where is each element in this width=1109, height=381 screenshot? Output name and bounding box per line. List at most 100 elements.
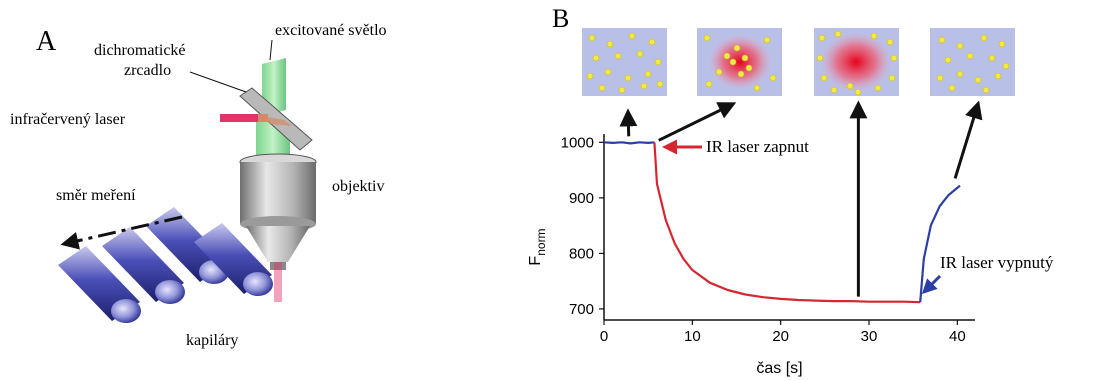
particle (656, 80, 664, 88)
label-dichroic-line2: zrcadlo (124, 62, 171, 79)
particle (948, 84, 956, 92)
panel-a-label: A (36, 26, 57, 57)
particle (640, 82, 648, 90)
particle (854, 88, 862, 96)
series-line-1 (603, 141, 655, 145)
y-axis-label-sub: norm (534, 228, 548, 255)
particle (763, 36, 771, 44)
chart-ticks: 0 10 20 30 40 700 800 900 1000 (561, 134, 966, 345)
particle (834, 30, 842, 38)
label-dichroic-line1: dichromatické (94, 42, 186, 59)
y-axis-label-main: F (527, 256, 544, 266)
particle (874, 84, 882, 92)
particle (956, 42, 964, 50)
particle (723, 52, 731, 60)
particle (705, 80, 713, 88)
measure-direction-arrow (60, 215, 183, 250)
particle (870, 32, 878, 40)
y-tick-label: 900 (569, 190, 594, 207)
particle (980, 34, 988, 42)
particle (886, 38, 894, 46)
x-tick-label: 40 (949, 328, 966, 345)
particle (769, 74, 777, 82)
snapshot-laser-on (697, 28, 782, 96)
panel-a: A (10, 22, 387, 349)
capillaries-array (58, 207, 273, 323)
chart-axes (603, 134, 975, 321)
snapshot-arrows (619, 100, 983, 297)
particle (737, 70, 745, 78)
particle (1002, 62, 1010, 70)
y-tick-label: 700 (569, 301, 594, 318)
y-tick-label: 1000 (561, 134, 594, 151)
particle (703, 34, 711, 42)
particle (733, 44, 741, 52)
particle (604, 68, 612, 76)
label-excitation-light: excitované světlo (275, 22, 387, 39)
particle (745, 64, 753, 72)
particle (966, 52, 974, 60)
particle (936, 74, 944, 82)
particle (741, 54, 749, 62)
capillary-4 (194, 223, 273, 296)
x-tick-label: 20 (772, 328, 789, 345)
particle (890, 54, 898, 62)
snapshot-steady-state (814, 28, 899, 96)
x-tick-label: 0 (600, 328, 608, 345)
series-line-3 (919, 184, 961, 303)
particle (998, 40, 1006, 48)
particle (994, 72, 1002, 80)
x-tick-label: 10 (684, 328, 701, 345)
annotation-laser-on: IR laser zapnut (706, 137, 809, 156)
label-objective: objektiv (332, 178, 384, 195)
particle (654, 58, 662, 66)
particle (846, 82, 854, 90)
particle (818, 34, 826, 42)
particle (618, 86, 626, 94)
particle (614, 52, 622, 60)
panel-b-label: B (552, 4, 569, 33)
particle (753, 84, 761, 92)
particle (982, 86, 990, 94)
series-line-2 (653, 142, 921, 304)
particle (715, 68, 723, 76)
capillary-2 (102, 227, 185, 304)
annotation-laser-off-arrow (921, 274, 942, 295)
leader-excitation (269, 39, 273, 61)
objective-lens (239, 153, 317, 302)
y-axis-label: Fnorm (527, 228, 548, 265)
arrow-to-snapshot-laser-on (658, 102, 737, 142)
particle (644, 70, 652, 78)
y-tick-label: 800 (569, 245, 594, 262)
x-axis-label: čas [s] (756, 360, 802, 377)
particle (592, 54, 600, 62)
annotation-laser-off: IR laser vypnutý (940, 253, 1054, 272)
particle (624, 74, 632, 82)
snapshot-before (582, 28, 667, 96)
particle (648, 38, 656, 46)
particle (830, 86, 838, 94)
arrow-to-snapshot-before (619, 108, 638, 137)
particle (606, 40, 614, 48)
particle (586, 72, 594, 80)
thermophoresis-chart: 0 10 20 30 40 700 800 900 1000 (561, 100, 983, 345)
chart-series (603, 141, 961, 304)
panel-b: B 0 10 20 30 40 700 800 900 1000 čas [s] (527, 4, 1054, 377)
snapshot-recovery (930, 28, 1015, 96)
particle (820, 74, 828, 82)
particle (888, 74, 896, 82)
particle (729, 58, 737, 66)
particle (974, 76, 982, 84)
label-measure-direction: směr meření (56, 187, 136, 204)
leader-dichroic (189, 71, 247, 93)
particle (988, 54, 996, 62)
particle (628, 32, 636, 40)
particle (636, 50, 644, 58)
label-capillaries: kapiláry (186, 332, 238, 349)
capillary-1 (58, 246, 141, 323)
particle (598, 84, 606, 92)
particle (956, 70, 964, 78)
particle (938, 36, 946, 44)
label-ir-laser: infračervený laser (10, 111, 126, 128)
x-tick-label: 30 (861, 328, 878, 345)
